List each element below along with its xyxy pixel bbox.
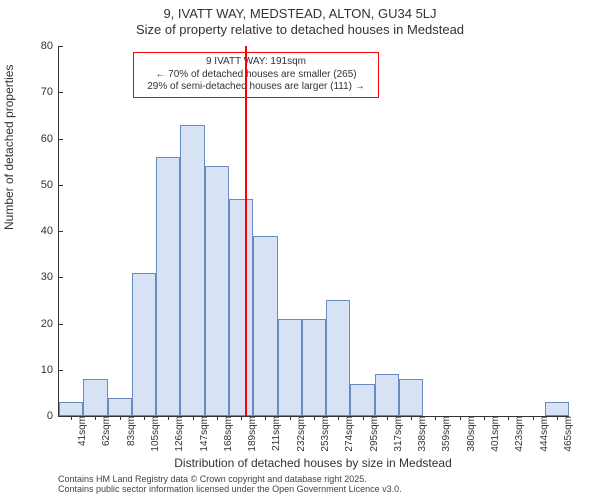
x-tick-mark — [144, 416, 145, 420]
x-tick-label: 423sqm — [512, 416, 525, 452]
x-tick-label: 168sqm — [221, 416, 234, 452]
histogram-bar — [132, 273, 156, 416]
x-tick-mark — [71, 416, 72, 420]
histogram-bar — [278, 319, 302, 416]
x-tick-mark — [265, 416, 266, 420]
x-tick-label: 444sqm — [537, 416, 550, 452]
annotation-heading: 9 IVATT WAY: 191sqm — [140, 56, 372, 69]
chart-title-line1: 9, IVATT WAY, MEDSTEAD, ALTON, GU34 5LJ — [0, 6, 600, 21]
y-tick: 40 — [41, 225, 59, 237]
histogram-bar — [375, 374, 399, 416]
x-tick-label: 359sqm — [439, 416, 452, 452]
y-tick: 20 — [41, 318, 59, 330]
x-tick-label: 189sqm — [245, 416, 258, 452]
marker-line — [245, 46, 247, 416]
x-tick-mark — [508, 416, 509, 420]
x-tick-mark — [411, 416, 412, 420]
histogram-bar — [205, 166, 229, 416]
x-tick-label: 274sqm — [342, 416, 355, 452]
x-tick-label: 41sqm — [75, 416, 88, 446]
histogram-bar — [59, 402, 83, 416]
x-tick-label: 211sqm — [269, 416, 282, 451]
x-tick-label: 338sqm — [415, 416, 428, 452]
x-tick-mark — [484, 416, 485, 420]
plot-area: 9 IVATT WAY: 191sqm ← 70% of detached ho… — [58, 46, 569, 417]
x-tick-mark — [217, 416, 218, 420]
x-tick-label: 232sqm — [294, 416, 307, 452]
y-tick: 10 — [41, 364, 59, 376]
x-tick-mark — [193, 416, 194, 420]
histogram-bar — [545, 402, 569, 416]
histogram-bar — [399, 379, 423, 416]
x-tick-label: 380sqm — [464, 416, 477, 452]
histogram-bar — [83, 379, 107, 416]
chart-container: 9, IVATT WAY, MEDSTEAD, ALTON, GU34 5LJ … — [0, 0, 600, 500]
x-axis-label: Distribution of detached houses by size … — [58, 456, 568, 470]
x-tick-mark — [460, 416, 461, 420]
y-tick: 60 — [41, 133, 59, 145]
histogram-bar — [229, 199, 253, 416]
x-tick-mark — [435, 416, 436, 420]
x-tick-label: 126sqm — [172, 416, 185, 452]
y-tick: 0 — [47, 410, 59, 422]
x-tick-mark — [120, 416, 121, 420]
y-axis-label: Number of detached properties — [2, 65, 16, 230]
histogram-bar — [253, 236, 277, 416]
histogram-bar — [350, 384, 374, 416]
footer-line1: Contains HM Land Registry data © Crown c… — [58, 474, 578, 484]
histogram-bar — [156, 157, 180, 416]
x-tick-mark — [95, 416, 96, 420]
x-tick-label: 317sqm — [391, 416, 404, 452]
histogram-bar — [326, 300, 350, 416]
x-tick-mark — [363, 416, 364, 420]
x-tick-mark — [557, 416, 558, 420]
y-tick: 80 — [41, 40, 59, 52]
histogram-bar — [180, 125, 204, 416]
x-tick-mark — [533, 416, 534, 420]
y-tick: 30 — [41, 271, 59, 283]
x-tick-label: 401sqm — [488, 416, 501, 452]
footer-line2: Contains public sector information licen… — [58, 484, 578, 494]
x-tick-mark — [290, 416, 291, 420]
x-tick-mark — [168, 416, 169, 420]
annotation-box: 9 IVATT WAY: 191sqm ← 70% of detached ho… — [133, 52, 379, 98]
x-tick-label: 465sqm — [561, 416, 574, 452]
x-tick-label: 253sqm — [318, 416, 331, 452]
x-tick-mark — [338, 416, 339, 420]
histogram-bar — [302, 319, 326, 416]
x-tick-mark — [241, 416, 242, 420]
x-tick-label: 105sqm — [148, 416, 161, 452]
x-tick-label: 62sqm — [99, 416, 112, 446]
x-tick-mark — [314, 416, 315, 420]
y-tick: 50 — [41, 179, 59, 191]
x-tick-label: 295sqm — [367, 416, 380, 452]
histogram-bar — [108, 398, 132, 417]
annotation-line-a: ← 70% of detached houses are smaller (26… — [140, 69, 372, 82]
x-tick-mark — [387, 416, 388, 420]
annotation-line-b: 29% of semi-detached houses are larger (… — [140, 81, 372, 94]
chart-title-line2: Size of property relative to detached ho… — [0, 22, 600, 37]
y-tick: 70 — [41, 86, 59, 98]
x-tick-label: 147sqm — [197, 416, 210, 452]
x-tick-label: 83sqm — [124, 416, 137, 446]
footer-attribution: Contains HM Land Registry data © Crown c… — [58, 474, 578, 495]
